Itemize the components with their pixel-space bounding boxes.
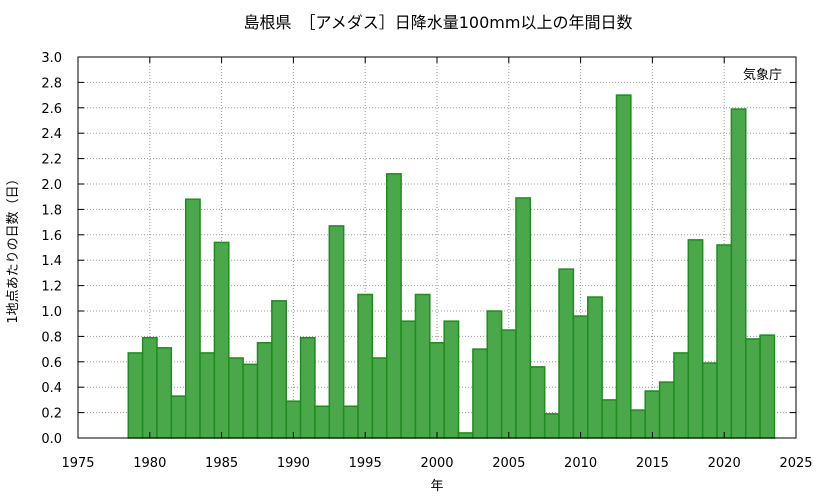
- y-tick-label: 0.4: [41, 381, 62, 396]
- bar-2000: [429, 342, 445, 439]
- bar-1984: [199, 352, 216, 439]
- bar-2006: [515, 197, 532, 439]
- x-tick-label: 1985: [205, 456, 238, 471]
- bar-1982: [170, 395, 187, 439]
- bar-2020: [716, 244, 733, 439]
- bar-2009: [558, 268, 575, 439]
- grid-lines: [78, 57, 796, 438]
- bar-2001: [443, 320, 460, 439]
- bar-2017: [673, 352, 690, 439]
- x-tick-label: 1975: [61, 456, 94, 471]
- bar-2015: [644, 390, 661, 439]
- x-tick-label: 1980: [133, 456, 166, 471]
- x-tick-label: 2015: [636, 456, 669, 471]
- y-tick-label: 1.8: [41, 203, 62, 218]
- bar-1995: [357, 293, 374, 439]
- bar-2018: [687, 239, 704, 439]
- x-tick-label: 1990: [277, 456, 310, 471]
- bar-1986: [228, 357, 244, 439]
- y-tick-label: 0.2: [41, 407, 62, 422]
- bar-2011: [587, 296, 603, 439]
- bar-2010: [572, 315, 589, 439]
- bar-1998: [400, 320, 417, 439]
- bar-2023: [759, 334, 776, 439]
- x-axis-ticks: 1975 1980 1985 1990 1995 2000 2005 2010 2015 2020…: [61, 57, 813, 471]
- x-tick-label: 2000: [420, 456, 453, 471]
- bar-1980: [141, 336, 158, 439]
- bar-1994: [342, 405, 359, 439]
- y-tick-label: 2.8: [41, 76, 62, 91]
- y-axis-label: 1地点あたりの日数（日）: [6, 172, 21, 323]
- bar-1989: [271, 300, 287, 439]
- y-tick-label: 2.4: [41, 127, 62, 142]
- y-tick-label: 0.0: [41, 432, 62, 447]
- y-tick-label: 1.6: [41, 229, 62, 244]
- bar-2014: [630, 409, 646, 439]
- y-tick-label: 3.0: [41, 51, 62, 66]
- bars-group: [127, 94, 776, 439]
- bar-1999: [414, 293, 431, 439]
- chart-title: 島根県 ［アメダス］日降水量100mm以上の年間日数: [244, 13, 633, 32]
- bar-1996: [371, 357, 388, 439]
- source-annotation: 気象庁: [743, 67, 782, 83]
- y-tick-label: 1.2: [41, 280, 62, 295]
- bar-2007: [529, 366, 546, 439]
- bar-2013: [615, 94, 632, 439]
- bar-1979: [127, 352, 144, 439]
- bar-2012: [601, 399, 618, 439]
- bar-1981: [156, 347, 173, 439]
- bar-2016: [658, 381, 675, 439]
- bar-2004: [486, 310, 503, 439]
- bar-2021: [730, 108, 747, 439]
- y-tick-label: 1.4: [41, 254, 62, 269]
- x-tick-label: 2025: [779, 456, 812, 471]
- bar-2019: [701, 362, 718, 439]
- bar-2002: [457, 432, 474, 439]
- bar-1988: [256, 342, 273, 439]
- bar-2005: [500, 329, 517, 439]
- x-axis-label: 年: [430, 479, 443, 494]
- bar-2022: [744, 338, 761, 439]
- y-tick-label: 2.2: [41, 153, 62, 168]
- x-tick-label: 2005: [492, 456, 525, 471]
- bar-1991: [299, 336, 316, 439]
- y-tick-label: 2.6: [41, 102, 62, 117]
- bar-1992: [314, 405, 331, 439]
- y-tick-label: 0.8: [41, 330, 62, 345]
- y-axis-ticks: 0.0 0.2 0.4 0.6 0.8 1.0 1.2 1.4 1.6 1.8 2.0 2.2 2.4 2…: [41, 51, 796, 447]
- x-tick-label: 1995: [349, 456, 382, 471]
- y-tick-label: 0.6: [41, 356, 62, 371]
- bar-1993: [328, 225, 345, 439]
- bar-1985: [213, 241, 230, 439]
- x-tick-label: 2010: [564, 456, 597, 471]
- bar-2003: [472, 348, 489, 439]
- bar-1983: [184, 198, 201, 439]
- x-tick-label: 2020: [708, 456, 741, 471]
- bar-1987: [242, 363, 259, 439]
- y-tick-label: 1.0: [41, 305, 62, 320]
- bar-1997: [385, 173, 402, 439]
- y-tick-label: 2.0: [41, 178, 62, 193]
- bar-2008: [543, 413, 560, 439]
